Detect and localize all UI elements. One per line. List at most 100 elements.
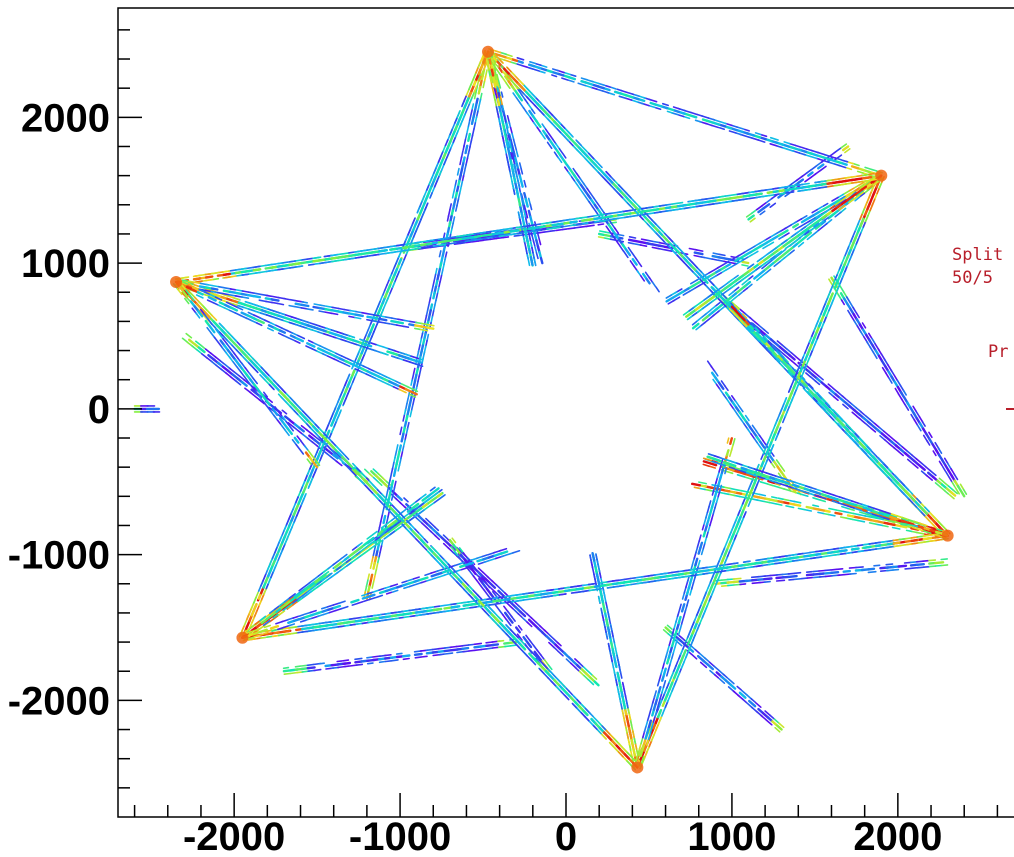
track-dot (639, 244, 648, 247)
track-dot (831, 279, 836, 287)
track-dot (383, 653, 392, 657)
track-dot (885, 569, 894, 572)
track-dot (775, 579, 786, 582)
track-dot (921, 421, 926, 427)
stray-segment (133, 405, 161, 413)
track-dot (797, 241, 805, 248)
track-dot (871, 337, 876, 345)
track-dot (484, 581, 491, 589)
track-dot (481, 582, 488, 589)
track-dot (410, 404, 414, 412)
track-dot (751, 494, 760, 499)
track-dot (834, 159, 842, 165)
track-dot (469, 109, 473, 117)
track-dot (743, 476, 751, 480)
track-dot (538, 238, 542, 246)
track-dot (797, 363, 802, 371)
track-dot (353, 467, 360, 473)
track-dot (812, 570, 820, 573)
track-dot (719, 121, 727, 125)
track-dot (459, 156, 463, 166)
track-dot (703, 657, 710, 663)
track-dot (307, 263, 315, 266)
track-dot (384, 659, 393, 663)
track-dot (767, 436, 771, 444)
track-dot (874, 192, 878, 200)
track-dot (499, 601, 507, 605)
track-dot (714, 376, 720, 384)
track-dot (741, 260, 750, 265)
stray-segment (282, 638, 518, 676)
track-dot (616, 672, 620, 680)
track-dot (843, 200, 850, 207)
track-dot (501, 77, 508, 84)
track-dot (846, 302, 852, 310)
track-dot (441, 250, 445, 258)
track-dot (672, 109, 681, 114)
track-dot (691, 322, 700, 330)
track-dot (385, 491, 389, 499)
track-dot (855, 311, 861, 319)
track-dot (827, 383, 834, 389)
track-dot (482, 81, 486, 89)
track-dot (779, 464, 786, 472)
track-dot (715, 383, 721, 390)
track-dot (453, 185, 456, 193)
track-dot (603, 172, 610, 180)
track-dot (551, 74, 558, 78)
track-dot (764, 497, 772, 501)
track-dot (817, 154, 825, 159)
track-dot (959, 489, 966, 498)
track-dot (844, 148, 851, 154)
track-dot (943, 489, 950, 495)
track-dot (636, 269, 642, 277)
track-dot (501, 122, 506, 130)
track-dot (259, 264, 267, 268)
track-dot (586, 187, 592, 194)
track-dot (805, 505, 814, 510)
track-dot (256, 604, 261, 612)
track-dot (850, 165, 860, 170)
track-dot (722, 492, 730, 496)
track-dot (546, 141, 553, 150)
track-dot (468, 649, 476, 652)
track-dot (815, 319, 820, 327)
track-dot (822, 156, 831, 161)
track-dot (515, 63, 523, 67)
track-dot (645, 277, 651, 285)
track-dot (821, 222, 828, 228)
track-dot (778, 486, 786, 491)
track-dot (600, 607, 604, 616)
track-dot (668, 681, 674, 691)
track-dot (565, 658, 572, 665)
track-dot (431, 186, 436, 193)
track-dot (750, 697, 757, 704)
track-dot (534, 246, 538, 254)
track-dot (532, 240, 536, 247)
track-dot (491, 643, 500, 647)
track-dot (487, 594, 493, 602)
track-dot (938, 460, 943, 467)
track-dot (816, 205, 824, 211)
track-dot (770, 233, 777, 238)
track-dot (584, 672, 592, 679)
track-dot (432, 291, 436, 300)
track-dot (392, 467, 397, 477)
track-dot (271, 382, 277, 389)
track-dot (748, 699, 757, 708)
track-dot (577, 82, 587, 87)
track-dot (598, 230, 607, 233)
track-dot (412, 379, 417, 387)
track-dot (556, 641, 562, 647)
track-dot (477, 239, 485, 242)
track-dot (718, 563, 727, 567)
track-dot (526, 252, 530, 261)
track-dot (589, 192, 595, 200)
track-dot (679, 648, 684, 656)
track-dot (434, 239, 443, 242)
track-dot (663, 232, 670, 238)
track-dot (695, 609, 700, 617)
track-dot (828, 278, 833, 285)
track-dot (587, 678, 595, 686)
track-dot (833, 163, 841, 167)
